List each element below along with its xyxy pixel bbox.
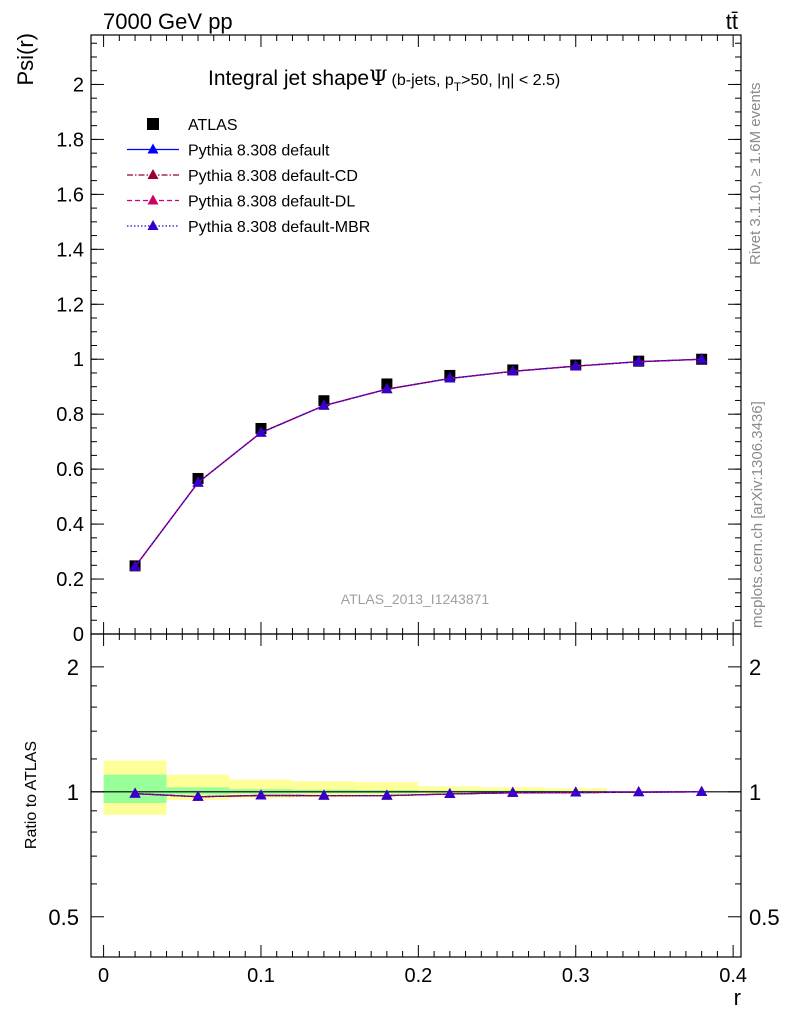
main-ylabel: Psi(r)	[13, 33, 38, 86]
legend-label: Pythia 8.308 default-MBR	[188, 219, 370, 236]
legend-marker-atlas	[147, 118, 159, 130]
ratio-marker-mbr	[570, 786, 582, 797]
series-line-cd	[134, 358, 702, 568]
series-marker-mbr	[696, 353, 708, 364]
ratio-xtick-label: 0.2	[404, 965, 432, 987]
legend-label: Pythia 8.308 default-DL	[188, 194, 355, 211]
ratio-ytick-label-right: 1	[749, 780, 761, 805]
ratio-ylabel: Ratio to ATLAS	[23, 741, 40, 849]
legend-label: ATLAS	[188, 117, 238, 134]
main-panel-axes: 0 0.2 0.4 0.6 0.8 1 1.2 1.4 1.6 1.8 2	[56, 34, 742, 646]
series-line-mbr	[134, 358, 702, 568]
series-marker-mbr	[192, 476, 204, 487]
main-ytick-label: 2	[73, 74, 84, 96]
ratio-band-outer	[292, 781, 356, 798]
ratio-ytick-label: 2	[67, 655, 79, 680]
ratio-ytick-label: 1	[67, 780, 79, 805]
main-title-sub-a: (b-jets, p	[392, 72, 454, 89]
ratio-ytick-label: 0.5	[48, 905, 79, 930]
ratio-xlabel: r	[734, 985, 741, 1010]
main-ytick-label: 1.4	[56, 239, 84, 261]
watermark: ATLAS_2013_I1243871	[341, 591, 490, 607]
ratio-marker-mbr	[318, 789, 330, 800]
header-left: 7000 GeV pp	[103, 9, 233, 34]
main-ytick-label: 0.8	[56, 404, 84, 426]
main-ytick-label: 1.8	[56, 129, 84, 151]
legend-label: Pythia 8.308 default	[188, 143, 330, 160]
series-line-dl	[134, 358, 702, 568]
ratio-panel-series	[129, 785, 708, 801]
series-marker-mbr	[633, 355, 645, 366]
series-marker-mbr	[570, 360, 582, 371]
legend: ATLAS Pythia 8.308 default Pythia 8.308 de…	[127, 117, 370, 236]
main-ytick-label: 1.6	[56, 184, 84, 206]
ratio-panel: 0.5 0.5 1 1 2 2 0 0.1 0.2 0.3 0.4 Ratio to ATLAS r	[23, 633, 780, 1010]
legend-marker-mbr	[147, 220, 159, 230]
ratio-frame	[90, 633, 742, 958]
series-marker-mbr	[318, 399, 330, 410]
main-title-sub-c: >50, |η| < 2.5)	[461, 72, 560, 89]
ratio-xtick-label: 0	[98, 965, 109, 987]
ratio-xtick-label: 0.3	[562, 965, 590, 987]
main-ytick-label: 0.6	[56, 459, 84, 481]
main-title-symbol: Ψ	[369, 66, 387, 90]
series-marker-mbr	[255, 426, 267, 437]
series-marker-mbr	[507, 365, 519, 376]
ratio-marker-mbr	[633, 786, 645, 797]
series-marker-mbr	[129, 560, 141, 571]
ratio-marker-mbr	[696, 785, 708, 796]
ratio-xtick-label: 0.1	[247, 965, 275, 987]
legend-marker-dl	[147, 194, 159, 205]
main-panel-series	[129, 353, 708, 572]
ratio-marker-mbr	[129, 787, 141, 798]
ratio-marker-mbr	[507, 786, 519, 797]
ratio-ytick-label-right: 2	[749, 655, 761, 680]
main-ytick-label: 1.2	[56, 294, 84, 316]
legend-marker-cd	[147, 169, 159, 179]
series-line-default	[134, 358, 702, 568]
ratio-marker-mbr	[255, 789, 267, 800]
mcplots-side-text: mcplots.cern.ch [arXiv:1306.3436]	[749, 401, 766, 628]
main-title-sub-b: T	[454, 80, 462, 94]
main-ytick-label: 0.4	[56, 514, 84, 536]
legend-label: Pythia 8.308 default-CD	[188, 168, 358, 185]
series-marker-mbr	[444, 372, 456, 383]
legend-marker-default	[147, 143, 159, 154]
ratio-line-mbr	[135, 791, 702, 798]
rivet-side-text: Rivet 3.1.10, ≥ 1.6M events	[747, 83, 764, 266]
ratio-ytick-label-right: 0.5	[749, 905, 780, 930]
ratio-marker-mbr	[444, 787, 456, 798]
ratio-marker-mbr	[192, 790, 204, 801]
ratio-xtick-label: 0.4	[719, 965, 747, 987]
main-panel: 0 0.2 0.4 0.6 0.8 1 1.2 1.4 1.6 1.8 2 Psi(r) Integ…	[13, 33, 742, 646]
main-title: Integral jet shapeΨ (b-jets, pT>50, |η| <…	[208, 66, 560, 94]
ratio-line-dl	[135, 791, 702, 798]
ratio-bands	[91, 760, 741, 815]
main-title-text: Integral jet shape	[208, 67, 369, 90]
main-ytick-label: 0.2	[56, 569, 84, 591]
main-ytick-label: 0	[73, 624, 84, 646]
series-marker-mbr	[381, 383, 393, 394]
ratio-marker-mbr	[381, 789, 393, 800]
header-right: tt̄	[726, 9, 738, 34]
main-ytick-label: 1	[73, 349, 84, 371]
ratio-panel-axes: 0.5 0.5 1 1 2 2 0 0.1 0.2 0.3 0.4	[48, 633, 780, 987]
